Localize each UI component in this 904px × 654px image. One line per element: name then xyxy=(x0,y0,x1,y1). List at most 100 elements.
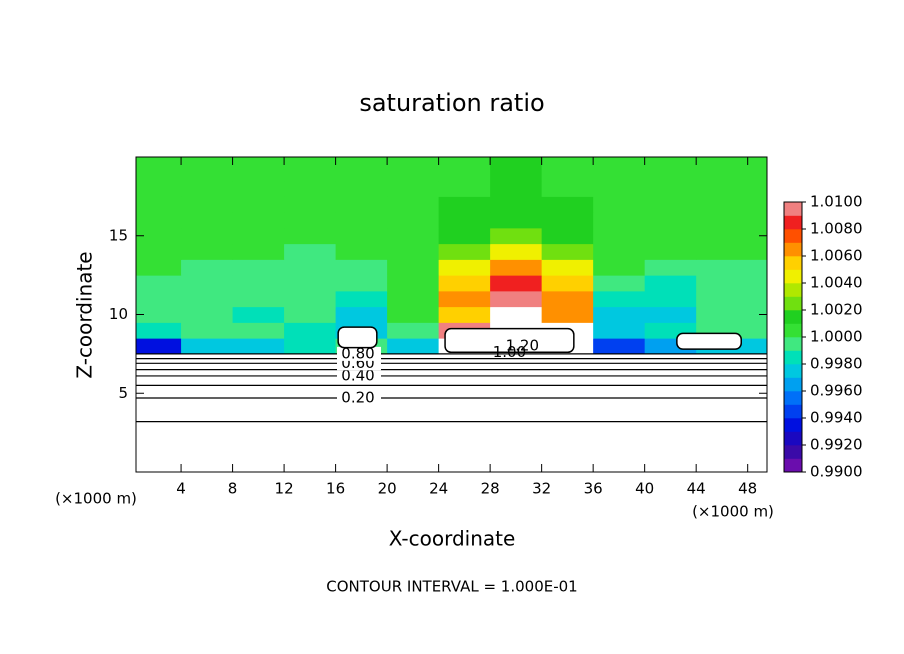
cloud-outline xyxy=(444,327,575,354)
colorbar-band xyxy=(784,310,802,324)
x-axis-label: X-coordinate xyxy=(389,527,516,551)
field-cell xyxy=(438,157,491,182)
field-cell xyxy=(438,275,491,292)
field-cell xyxy=(593,306,646,323)
y-axis-label: Z-coordinate xyxy=(73,251,97,378)
field-cell xyxy=(696,196,767,213)
colorbar-band xyxy=(784,283,802,297)
y-tick-label: 5 xyxy=(118,384,128,402)
field-cell xyxy=(490,259,543,276)
field-cell xyxy=(181,275,234,292)
x-tick-label: 12 xyxy=(275,480,294,498)
field-cell xyxy=(284,196,337,213)
field-cell xyxy=(696,227,767,245)
field-cell xyxy=(387,157,440,182)
field-cell xyxy=(232,322,285,339)
field-cell xyxy=(696,290,767,308)
field-cell xyxy=(490,196,543,213)
field-cell xyxy=(181,157,234,182)
field-cell xyxy=(541,227,594,245)
field-cell xyxy=(696,243,767,260)
field-cell xyxy=(181,290,234,308)
field-cell xyxy=(593,275,646,292)
colorbar-band xyxy=(784,229,802,243)
field-cell xyxy=(335,157,388,182)
colorbar-tick-label: 1.0080 xyxy=(810,220,863,238)
field-cell xyxy=(644,212,697,229)
colorbar-band xyxy=(784,296,802,311)
colorbar-band xyxy=(784,445,802,459)
field-cell xyxy=(438,306,491,323)
contour-label: 0.80 xyxy=(341,344,374,362)
field-cell xyxy=(490,306,543,323)
field-cell xyxy=(181,322,234,339)
field-cell xyxy=(232,196,285,213)
colorbar-tick-label: 1.0020 xyxy=(810,301,863,319)
contour-label-bg xyxy=(337,346,381,361)
field-cell xyxy=(438,243,491,260)
field-cell xyxy=(335,306,388,323)
colorbar-band xyxy=(784,215,802,230)
colorbar-tick-label: 0.9900 xyxy=(810,463,863,481)
field-cell xyxy=(136,259,182,276)
x-tick-label: 24 xyxy=(429,480,448,498)
field-cell xyxy=(438,212,491,229)
colorbar-band xyxy=(784,202,802,216)
field-cell xyxy=(136,322,182,339)
field-cell xyxy=(284,322,337,339)
field-cell xyxy=(541,180,594,197)
field-cell xyxy=(438,196,491,213)
colorbar-band xyxy=(784,418,802,432)
field-cell xyxy=(490,275,543,292)
field-cell xyxy=(696,259,767,276)
field-cell xyxy=(335,180,388,197)
field-cell xyxy=(644,227,697,245)
field-cell xyxy=(644,290,697,308)
field-cell xyxy=(541,290,594,308)
colorbar-tick-label: 1.0040 xyxy=(810,274,863,292)
field-cell xyxy=(438,290,491,308)
y-tick-label: 10 xyxy=(109,305,128,323)
field-cell xyxy=(490,290,543,308)
field-cell xyxy=(232,306,285,323)
field-cell xyxy=(136,180,182,197)
cloud-outline xyxy=(337,326,378,349)
x-unit-label: (×1000 m) xyxy=(55,490,137,508)
cloud-outline xyxy=(676,332,742,350)
colorbar-tick-label: 1.0000 xyxy=(810,328,863,346)
colorbar-band xyxy=(784,256,802,270)
colorbar-tick-label: 0.9980 xyxy=(810,355,863,373)
field-cell xyxy=(335,196,388,213)
x-tick-label: 48 xyxy=(738,480,757,498)
field-cell xyxy=(438,227,491,245)
plot-area: 0.200.400.600.80 1.201.00 xyxy=(136,157,767,472)
field-cell xyxy=(696,275,767,292)
field-cell xyxy=(644,196,697,213)
contour-label: 0.40 xyxy=(341,366,374,384)
field-cell xyxy=(284,212,337,229)
x-tick-label: 44 xyxy=(687,480,706,498)
contour-label-bg xyxy=(337,390,381,405)
field-cell xyxy=(387,212,440,229)
field-cell xyxy=(181,227,234,245)
field-cell xyxy=(541,157,594,182)
field-cell xyxy=(232,212,285,229)
field-cell xyxy=(136,196,182,213)
field-cell xyxy=(387,290,440,308)
field-cell xyxy=(593,212,646,229)
field-cell xyxy=(136,275,182,292)
field-cell xyxy=(387,243,440,260)
colorbar-tick-label: 0.9940 xyxy=(810,409,863,427)
field-cell xyxy=(387,338,440,355)
field-cell xyxy=(387,180,440,197)
field-cell xyxy=(593,227,646,245)
field-cell xyxy=(644,157,697,182)
field-cell xyxy=(181,196,234,213)
field-cell xyxy=(593,196,646,213)
contour-label: 0.20 xyxy=(341,388,374,406)
field-cell xyxy=(284,306,337,323)
field-cell xyxy=(387,306,440,323)
cloud-label: 1.00 xyxy=(493,343,526,361)
field-cell xyxy=(696,212,767,229)
